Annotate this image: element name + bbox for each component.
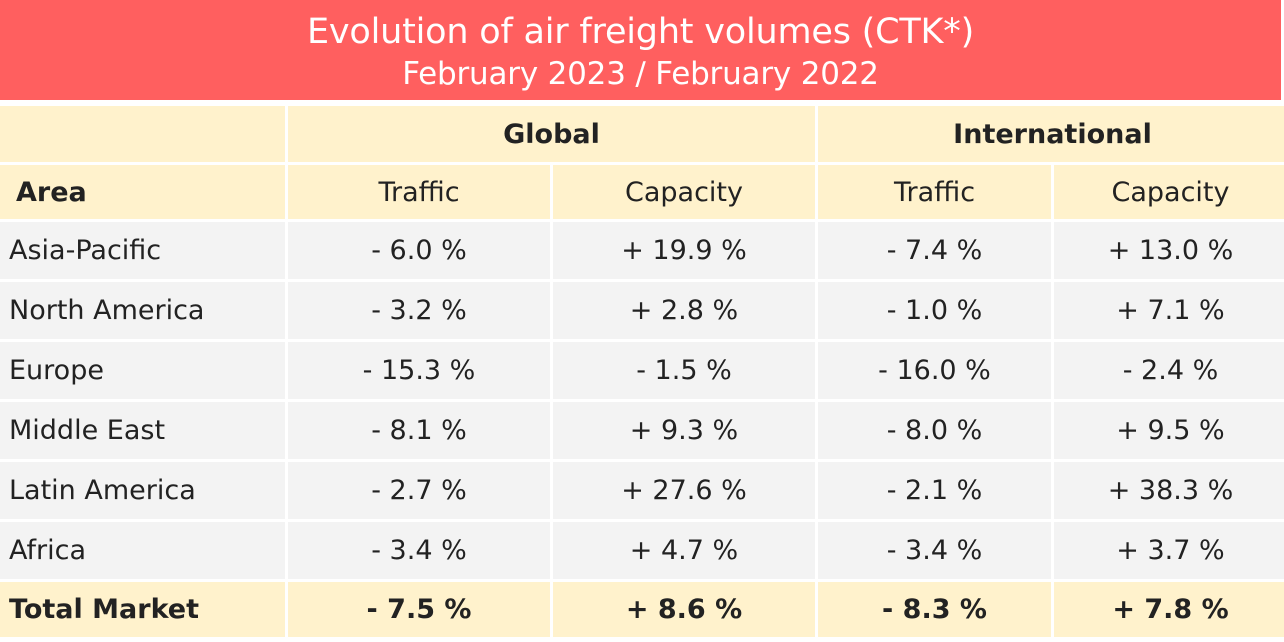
global-traffic-cell: - 15.3 % [288,342,550,399]
intl-traffic-cell: - 1.0 % [818,282,1051,339]
group-header-global: Global [288,106,815,162]
intl-capacity-cell: + 13.0 % [1054,222,1284,279]
group-header-international: International [818,106,1284,162]
column-header-row: Area Traffic Capacity Traffic Capacity [0,165,1284,219]
area-cell: Africa [0,522,285,579]
area-cell: North America [0,282,285,339]
intl-traffic-cell: - 2.1 % [818,462,1051,519]
global-capacity-cell: - 1.5 % [553,342,815,399]
total-intl-capacity: + 7.8 % [1054,582,1284,637]
intl-traffic-cell: - 7.4 % [818,222,1051,279]
column-header-intl-capacity: Capacity [1054,165,1284,219]
total-global-traffic: - 7.5 % [288,582,550,637]
freight-table: Global International Area Traffic Capaci… [0,103,1284,640]
column-header-global-traffic: Traffic [288,165,550,219]
global-capacity-cell: + 19.9 % [553,222,815,279]
intl-traffic-cell: - 16.0 % [818,342,1051,399]
intl-capacity-cell: + 38.3 % [1054,462,1284,519]
global-traffic-cell: - 3.4 % [288,522,550,579]
table-row: Europe - 15.3 % - 1.5 % - 16.0 % - 2.4 % [0,342,1284,399]
global-traffic-cell: - 6.0 % [288,222,550,279]
intl-capacity-cell: + 3.7 % [1054,522,1284,579]
global-capacity-cell: + 4.7 % [553,522,815,579]
intl-traffic-cell: - 3.4 % [818,522,1051,579]
area-cell: Asia-Pacific [0,222,285,279]
table-row: Africa - 3.4 % + 4.7 % - 3.4 % + 3.7 % [0,522,1284,579]
table-row: Asia-Pacific - 6.0 % + 19.9 % - 7.4 % + … [0,222,1284,279]
area-cell: Latin America [0,462,285,519]
column-header-intl-traffic: Traffic [818,165,1051,219]
table-row: North America - 3.2 % + 2.8 % - 1.0 % + … [0,282,1284,339]
column-header-area: Area [0,165,285,219]
global-traffic-cell: - 8.1 % [288,402,550,459]
area-cell: Europe [0,342,285,399]
intl-capacity-cell: - 2.4 % [1054,342,1284,399]
title-banner: Evolution of air freight volumes (CTK*) … [0,0,1281,100]
intl-traffic-cell: - 8.0 % [818,402,1051,459]
total-label: Total Market [0,582,285,637]
table-row: Middle East - 8.1 % + 9.3 % - 8.0 % + 9.… [0,402,1284,459]
global-capacity-cell: + 2.8 % [553,282,815,339]
global-capacity-cell: + 9.3 % [553,402,815,459]
table-row: Latin America - 2.7 % + 27.6 % - 2.1 % +… [0,462,1284,519]
table-title: Evolution of air freight volumes (CTK*) [306,12,975,52]
total-row: Total Market - 7.5 % + 8.6 % - 8.3 % + 7… [0,582,1284,637]
table-subtitle: February 2023 / February 2022 [402,56,879,92]
group-header-blank [0,106,285,162]
intl-capacity-cell: + 9.5 % [1054,402,1284,459]
group-header-row: Global International [0,106,1284,162]
total-global-capacity: + 8.6 % [553,582,815,637]
global-capacity-cell: + 27.6 % [553,462,815,519]
column-header-global-capacity: Capacity [553,165,815,219]
total-intl-traffic: - 8.3 % [818,582,1051,637]
intl-capacity-cell: + 7.1 % [1054,282,1284,339]
area-cell: Middle East [0,402,285,459]
global-traffic-cell: - 3.2 % [288,282,550,339]
global-traffic-cell: - 2.7 % [288,462,550,519]
